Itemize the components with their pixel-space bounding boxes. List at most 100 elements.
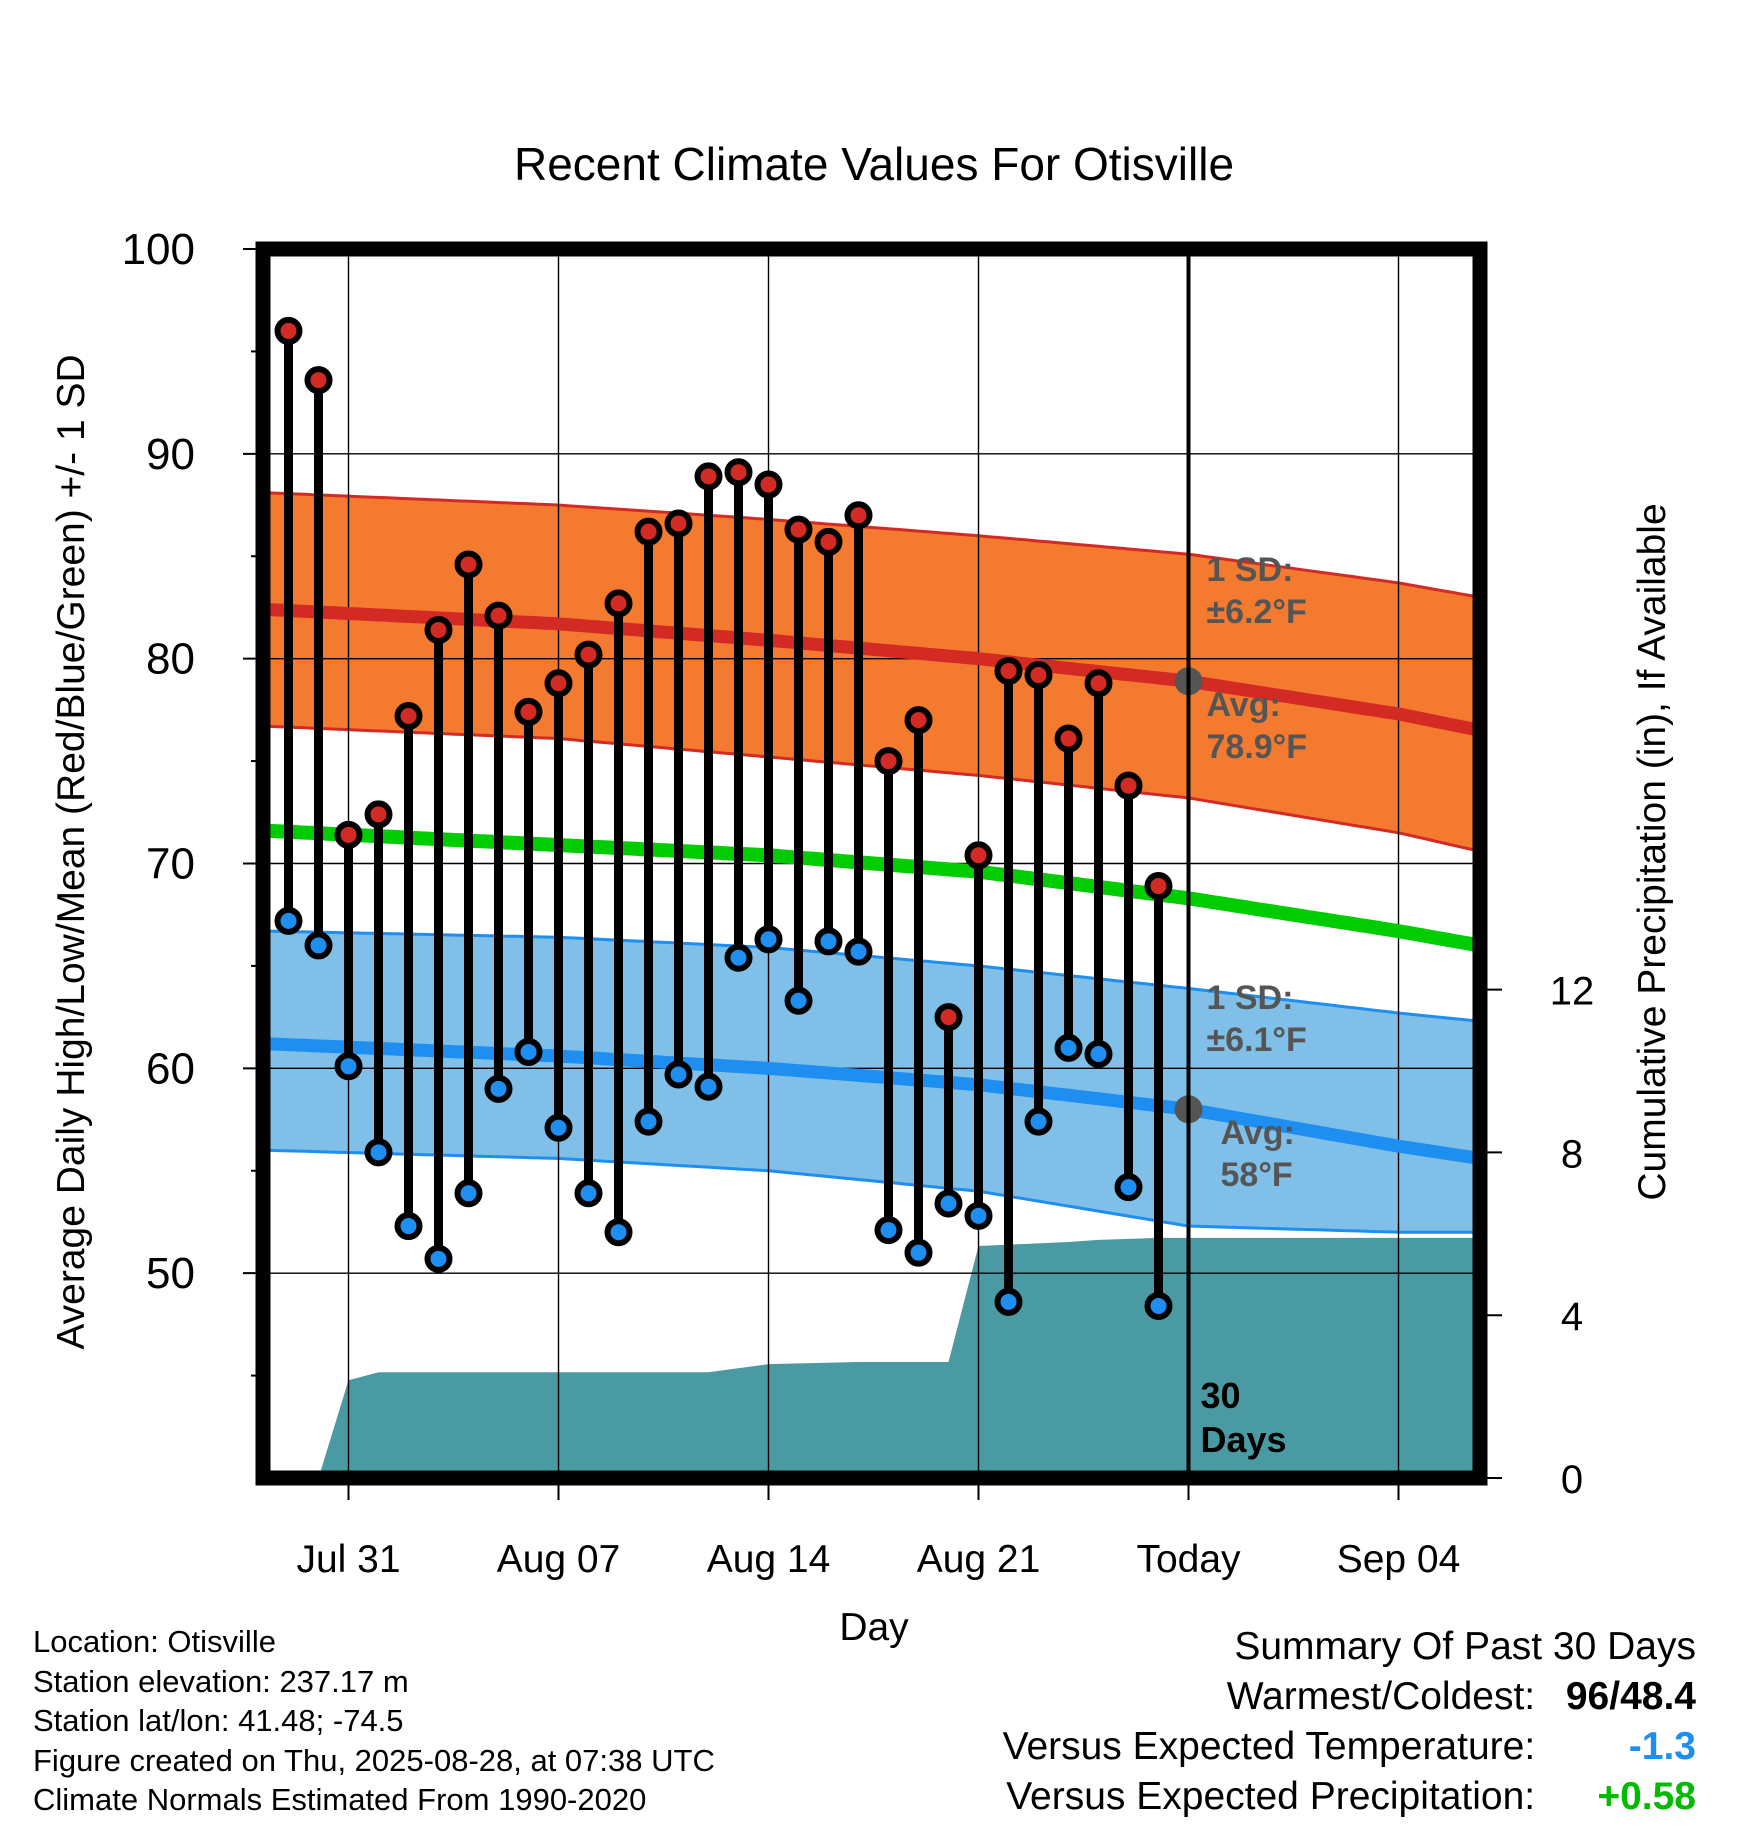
daily-low-dot	[1084, 1039, 1113, 1068]
precip-departure-row: Versus Expected Precipitation: +0.58	[1003, 1772, 1696, 1822]
daily-low-dot	[1114, 1173, 1143, 1202]
daily-high-dot	[844, 501, 873, 530]
daily-high-dot	[364, 800, 393, 829]
daily-low-dot	[574, 1179, 603, 1208]
y-tick-label: 100	[122, 225, 195, 274]
daily-high-dot	[874, 747, 903, 776]
daily-high-dot	[634, 517, 663, 546]
y-axis-label-right: Cumulative Precipitation (in), If Availa…	[1631, 503, 1674, 1200]
temp-departure-value: -1.3	[1628, 1725, 1696, 1768]
daily-high-dot	[934, 1003, 963, 1032]
x-tick-label: Sep 04	[1337, 1538, 1461, 1581]
daily-high-dot	[514, 697, 543, 726]
daily-high-dot	[1144, 872, 1173, 901]
daily-high-dot	[904, 706, 933, 735]
precip-cumulative-area	[318, 1237, 1480, 1478]
daily-low-dot	[1144, 1291, 1173, 1320]
high-sd-annotation: 1 SD: ±6.2°F	[1207, 551, 1307, 631]
y2-tick-label: 4	[1561, 1295, 1583, 1339]
daily-low-dot	[454, 1179, 483, 1208]
daily-high-dot	[664, 509, 693, 538]
daily-low-dot	[874, 1216, 903, 1245]
precip-departure-label: Versus Expected Precipitation:	[1006, 1775, 1536, 1818]
high-avg-annotation-line: Avg:	[1207, 686, 1281, 724]
daily-high-dot	[544, 669, 573, 698]
daily-high-dot	[484, 601, 513, 630]
daily-high-dot	[394, 702, 423, 731]
mean-normal-line	[267, 823, 1477, 952]
period-label-number: 30	[1201, 1375, 1241, 1416]
warmest-value: 96	[1565, 1675, 1610, 1718]
high-sd-annotation-line: 1 SD:	[1207, 551, 1294, 589]
y2-tick-label: 8	[1561, 1132, 1583, 1176]
x-tick-label: Today	[1136, 1538, 1241, 1581]
warmest-separator: /	[1609, 1675, 1621, 1718]
daily-high-dot	[1054, 724, 1083, 753]
high-sd-annotation-line: ±6.2°F	[1207, 593, 1307, 631]
daily-high-dot	[574, 640, 603, 669]
daily-low-dot	[994, 1287, 1023, 1316]
daily-high-dot	[1084, 669, 1113, 698]
y-tick-label: 60	[146, 1044, 195, 1093]
daily-low-dot	[784, 986, 813, 1015]
daily-high-dot	[454, 550, 483, 579]
daily-low-dot	[424, 1244, 453, 1273]
daily-low-dot	[1024, 1107, 1053, 1136]
warmest-coldest-label: Warmest/Coldest:	[1226, 1675, 1536, 1718]
daily-low-dot	[964, 1201, 993, 1230]
daily-low-dot	[514, 1037, 543, 1066]
daily-high-dot	[274, 316, 303, 345]
daily-high-dot	[754, 470, 783, 499]
latlon-text: Station lat/lon: 41.48; -74.5	[33, 1703, 404, 1738]
daily-low-dot	[334, 1052, 363, 1081]
daily-high-dot	[814, 527, 843, 556]
temp-departure-label: Versus Expected Temperature:	[1002, 1725, 1536, 1768]
created-text: Figure created on Thu, 2025-08-28, at 07…	[33, 1742, 715, 1778]
x-tick-label: Aug 21	[917, 1538, 1041, 1581]
x-axis-label: Day	[839, 1606, 909, 1649]
daily-high-dot	[1024, 661, 1053, 690]
coldest-value: 48.4	[1620, 1675, 1696, 1718]
daily-low-dot	[274, 906, 303, 935]
x-tick-label: Aug 14	[707, 1538, 831, 1581]
high-avg-annotation-line: 78.9°F	[1207, 728, 1308, 766]
daily-low-dot	[364, 1138, 393, 1167]
y-axis-label-left: Average Daily High/Low/Mean (Red/Blue/Gr…	[50, 354, 93, 1349]
daily-low-dot	[754, 925, 783, 954]
summary-title: Summary Of Past 30 Days	[1234, 1625, 1696, 1668]
daily-low-dot	[724, 943, 753, 972]
daily-low-dot	[664, 1060, 693, 1089]
temp-departure-row: Versus Expected Temperature: -1.3	[1003, 1722, 1696, 1772]
low-sd-annotation-line: ±6.1°F	[1207, 1021, 1307, 1059]
high-sd-band	[267, 492, 1475, 851]
normal-annotations: 1 SD: ±6.2°F Avg: 78.9°F 1 SD: ±6.1°F Avg: 58°F	[1174, 551, 1308, 1194]
daily-high-dot	[964, 841, 993, 870]
high-avg-annotation: Avg: 78.9°F	[1207, 686, 1308, 766]
daily-low-dot	[904, 1238, 933, 1267]
y2-tick-label: 0	[1561, 1458, 1583, 1502]
x-tick-label: Aug 07	[497, 1538, 621, 1581]
period-label-days: Days	[1201, 1419, 1287, 1460]
daily-high-dot	[724, 458, 753, 487]
x-tick-label: Jul 31	[296, 1538, 400, 1581]
summary-panel: Summary Of Past 30 Days Warmest/Coldest:…	[1003, 1622, 1696, 1822]
chart-title: Recent Climate Values For Otisville	[514, 138, 1234, 190]
low-sd-annotation-line: 1 SD:	[1207, 979, 1294, 1017]
low-avg-annotation-line: Avg:	[1221, 1114, 1295, 1152]
low-avg-annotation-line: 58°F	[1221, 1156, 1293, 1194]
daily-low-dot	[934, 1189, 963, 1218]
station-info: Location: Otisville Station elevation: 2…	[33, 1622, 715, 1820]
y-tick-label: 80	[146, 635, 195, 684]
daily-high-dot	[334, 820, 363, 849]
daily-high-dot	[424, 615, 453, 644]
low-avg-annotation: Avg: 58°F	[1221, 1114, 1295, 1194]
daily-range-bars	[274, 316, 1173, 1320]
daily-low-dot	[484, 1074, 513, 1103]
warmest-coldest-row: Warmest/Coldest: 96/48.4	[1003, 1672, 1696, 1722]
location-text: Location: Otisville	[33, 1624, 276, 1659]
daily-high-dot	[694, 462, 723, 491]
y-tick-label: 70	[146, 840, 195, 889]
y-tick-label: 90	[146, 430, 195, 479]
daily-low-dot	[1054, 1033, 1083, 1062]
